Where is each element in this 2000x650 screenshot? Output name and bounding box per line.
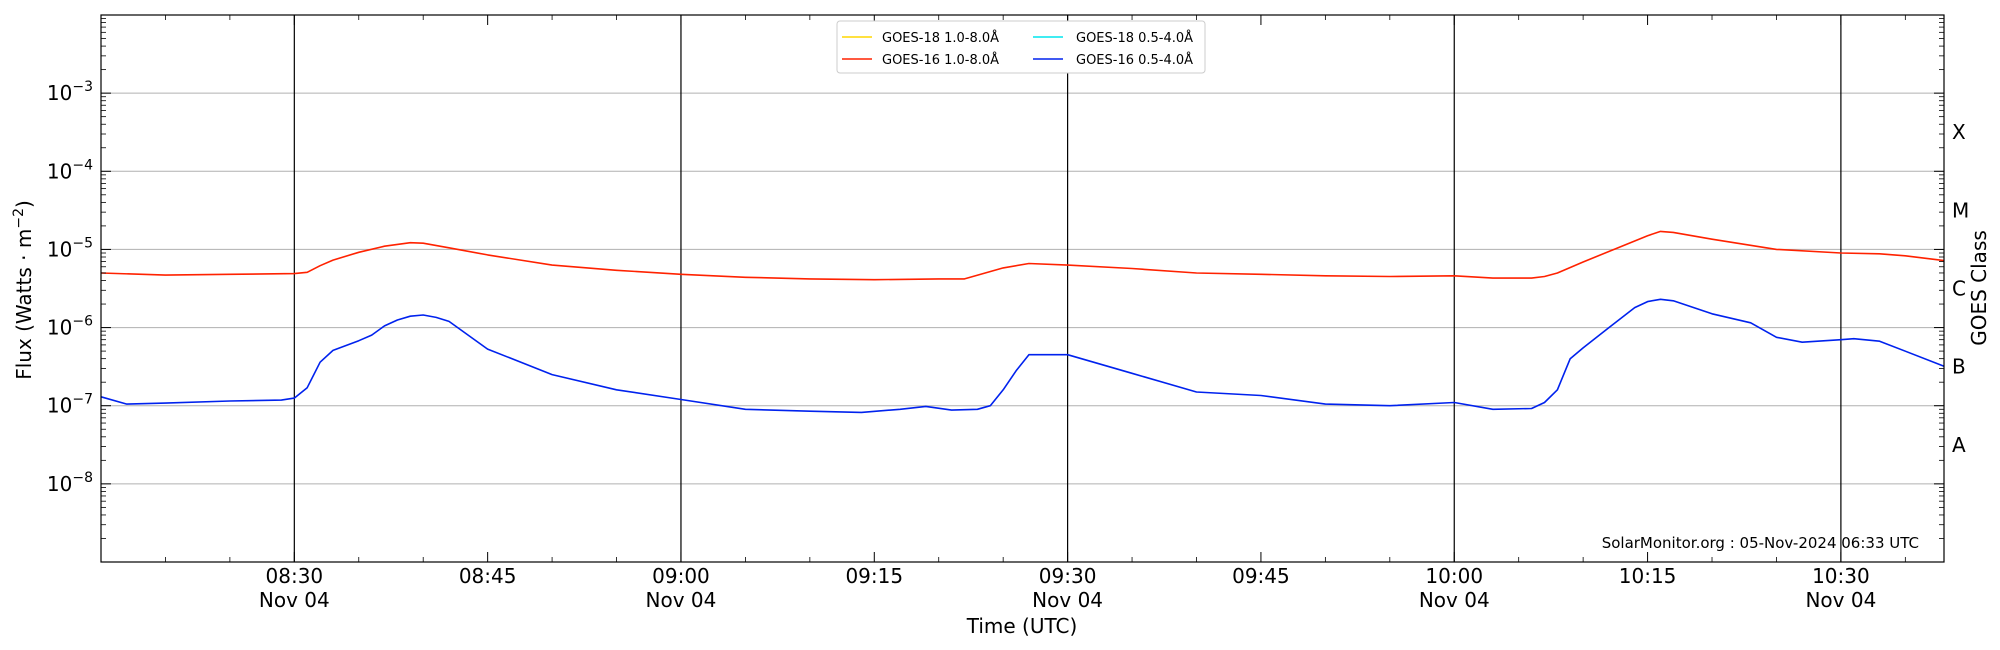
x-tick-time-label: 10:15	[1619, 564, 1677, 588]
x-tick-time-label: 10:30	[1812, 564, 1870, 588]
y-tick-base: 10	[47, 81, 72, 105]
y-tick-exponent: −6	[72, 314, 93, 330]
credit-text: SolarMonitor.org : 05-Nov-2024 06:33 UTC	[1602, 534, 1919, 552]
y-axis-label-exponent: −2	[11, 208, 27, 229]
y-tick-label: 10−6	[47, 314, 93, 340]
legend-label: GOES-16 1.0-8.0Å	[882, 52, 999, 68]
y-axis-label: Flux (Watts · m−2)	[11, 200, 36, 380]
goes-class-x: X	[1952, 120, 1966, 144]
y-tick-exponent: −8	[72, 470, 93, 486]
x-tick-time-label: 09:00	[652, 564, 710, 588]
y-axis-label-close: )	[12, 200, 36, 208]
y-tick-label: 10−8	[47, 470, 93, 496]
series-lines	[100, 230, 1945, 414]
legend-box	[836, 20, 1206, 74]
legend-label: GOES-18 1.0-8.0Å	[882, 30, 999, 46]
y-tick-base: 10	[47, 237, 72, 261]
legend-label: GOES-18 0.5-4.0Å	[1076, 30, 1193, 46]
legend-item-goes18-long: GOES-18 1.0-8.0Å	[842, 30, 999, 46]
grid-lines	[101, 92, 1944, 485]
goes-class-a: A	[1952, 433, 1966, 457]
y-tick-label: 10−3	[47, 79, 93, 105]
y-tick-label: 10−7	[47, 392, 93, 418]
date-vertical-lines	[293, 15, 1842, 562]
legend-item-goes18-short: GOES-18 0.5-4.0Å	[1033, 30, 1193, 46]
plot-frame	[100, 14, 1945, 563]
x-tick-date-label: Nov 04	[1419, 588, 1490, 612]
x-tick-date-label: Nov 04	[259, 588, 330, 612]
y-tick-exponent: −4	[72, 157, 93, 173]
y-tick-base: 10	[47, 159, 72, 183]
y-tick-exponent: −5	[72, 235, 93, 251]
x-tick-time-label: 09:15	[845, 564, 903, 588]
y-tick-base: 10	[47, 472, 72, 496]
y-tick-base: 10	[47, 316, 72, 340]
y-tick-exponent: −7	[72, 392, 93, 408]
y-tick-label: 10−5	[47, 235, 93, 261]
goes-class-b: B	[1952, 355, 1966, 379]
legend: GOES-18 1.0-8.0Å GOES-18 0.5-4.0Å GOES-1…	[836, 20, 1206, 74]
x-tick-date-label: Nov 04	[1032, 588, 1103, 612]
legend-label: GOES-16 0.5-4.0Å	[1076, 52, 1193, 68]
x-tick-time-label: 10:00	[1425, 564, 1483, 588]
x-tick-time-label: 08:30	[266, 564, 324, 588]
y-axis-label-main: Flux (Watts · m	[12, 229, 36, 380]
x-tick-date-label: Nov 04	[1805, 588, 1876, 612]
goes-class-axis-label: GOES Class	[1967, 230, 1991, 346]
y-tick-base: 10	[47, 394, 72, 418]
x-tick-time-label: 09:30	[1039, 564, 1097, 588]
x-tick-date-label: Nov 04	[646, 588, 717, 612]
x-axis-label: Time (UTC)	[966, 614, 1078, 638]
x-tick-time-label: 08:45	[459, 564, 517, 588]
y-tick-exponent: −3	[72, 79, 93, 95]
y-axis-ticks: 10−810−710−610−510−410−3	[47, 18, 1944, 539]
x-tick-time-label: 09:45	[1232, 564, 1290, 588]
goes-class-m: M	[1952, 198, 1969, 222]
legend-item-goes16-long: GOES-16 1.0-8.0Å	[842, 52, 999, 68]
y-tick-label: 10−4	[47, 157, 93, 183]
goes-class-c: C	[1952, 277, 1966, 301]
series-line-2	[100, 230, 1945, 281]
series-line-3	[100, 298, 1945, 414]
legend-item-goes16-short: GOES-16 0.5-4.0Å	[1033, 52, 1193, 68]
goes-class-labels: A B C M X	[1952, 120, 1969, 457]
